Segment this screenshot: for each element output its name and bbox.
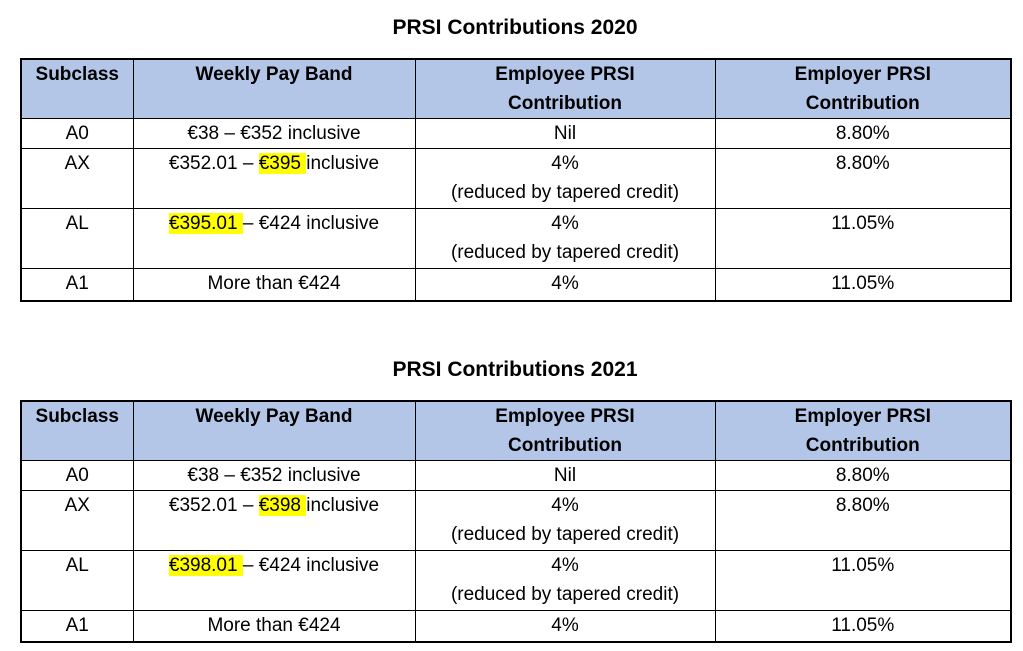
table-row: AX €352.01 – €395 inclusive 4% (reduced b… <box>20 148 1012 209</box>
highlight-text: €398.01 <box>168 554 243 576</box>
pay-band-text: inclusive <box>306 494 380 516</box>
column-header-weekly-pay-band: Weekly Pay Band <box>132 400 416 461</box>
pay-band-text: €38 – €352 inclusive <box>187 123 361 144</box>
highlight-text: €395.01 <box>168 213 243 234</box>
employee-line: (reduced by tapered credit) <box>450 182 680 203</box>
header-line: Subclass <box>35 405 119 427</box>
pay-band-text: – €424 inclusive <box>242 213 380 234</box>
employer-contribution-cell: 11.05% <box>714 609 1012 643</box>
column-header-employee-prsi: Employee PRSI Contribution <box>414 400 716 461</box>
table-title-2020: PRSI Contributions 2020 <box>392 16 638 39</box>
employee-line: 4% <box>551 153 579 174</box>
header-line: Contribution <box>508 93 622 114</box>
employee-line: 4% <box>551 614 579 636</box>
column-header-employer-prsi: Employer PRSI Contribution <box>714 58 1012 119</box>
employee-contribution-cell: 4% <box>414 268 716 301</box>
employer-contribution-cell: 8.80% <box>714 148 1012 209</box>
column-header-subclass: Subclass <box>20 58 134 119</box>
subclass-cell: AL <box>20 549 134 611</box>
pay-band-text: €352.01 – <box>168 153 259 174</box>
pay-band-text: – €424 inclusive <box>242 554 380 576</box>
employer-contribution-cell: 11.05% <box>714 208 1012 269</box>
employee-line: 4% <box>551 494 579 516</box>
employee-line: Nil <box>553 464 577 486</box>
column-header-employer-prsi: Employer PRSI Contribution <box>714 400 1012 461</box>
header-line: Contribution <box>508 434 622 456</box>
prsi-table-2020: Subclass Weekly Pay Band Employee PRSI Co… <box>20 58 1012 302</box>
employee-contribution-cell: 4% (reduced by tapered credit) <box>414 148 716 209</box>
header-row: Subclass Weekly Pay Band Employee PRSI Co… <box>20 58 1012 119</box>
header-line: Contribution <box>805 93 920 114</box>
table-row: AX €352.01 – €398 inclusive 4% (reduced b… <box>20 489 1012 551</box>
employee-line: (reduced by tapered credit) <box>450 242 680 263</box>
subclass-cell: A0 <box>20 459 134 491</box>
table-row: A1 More than €424 4% 11.05% <box>20 268 1012 301</box>
header-line: Contribution <box>805 434 920 456</box>
highlight-text: €395 <box>258 153 307 174</box>
table-row: AL €398.01 – €424 inclusive 4% (reduced b… <box>20 549 1012 611</box>
pay-band-text: More than €424 <box>207 614 341 636</box>
prsi-table-2021: Subclass Weekly Pay Band Employee PRSI Co… <box>20 399 1012 643</box>
employee-line: (reduced by tapered credit) <box>450 523 680 545</box>
column-header-subclass: Subclass <box>20 400 134 461</box>
table-row: AL €395.01 – €424 inclusive 4% (reduced b… <box>20 208 1012 269</box>
table-row: A0 €38 – €352 inclusive Nil 8.80% <box>20 459 1012 491</box>
employer-contribution-cell: 8.80% <box>714 118 1012 149</box>
pay-band-cell: €395.01 – €424 inclusive <box>132 208 416 269</box>
employee-line: 4% <box>551 554 579 576</box>
header-line: Employer PRSI <box>794 405 931 427</box>
pay-band-text: More than €424 <box>207 273 341 294</box>
pay-band-cell: More than €424 <box>132 609 416 643</box>
column-header-weekly-pay-band: Weekly Pay Band <box>132 58 416 119</box>
employee-line: 4% <box>551 273 579 294</box>
employee-contribution-cell: Nil <box>414 459 716 491</box>
subclass-cell: A1 <box>20 268 134 301</box>
table-title-2021: PRSI Contributions 2021 <box>392 357 638 381</box>
employee-contribution-cell: 4% <box>414 609 716 643</box>
employer-contribution-cell: 11.05% <box>714 268 1012 301</box>
header-row: Subclass Weekly Pay Band Employee PRSI Co… <box>20 400 1012 461</box>
subclass-cell: AX <box>20 148 134 209</box>
subclass-cell: AL <box>20 208 134 269</box>
subclass-cell: AX <box>20 489 134 551</box>
table-row: A0 €38 – €352 inclusive Nil 8.80% <box>20 118 1012 149</box>
employer-contribution-cell: 11.05% <box>714 549 1012 611</box>
pay-band-cell: €38 – €352 inclusive <box>132 459 416 491</box>
employee-contribution-cell: Nil <box>414 118 716 149</box>
header-line: Subclass <box>35 64 119 85</box>
pay-band-text: €38 – €352 inclusive <box>187 464 361 486</box>
pay-band-text: inclusive <box>306 153 380 174</box>
employee-contribution-cell: 4% (reduced by tapered credit) <box>414 208 716 269</box>
pay-band-cell: €38 – €352 inclusive <box>132 118 416 149</box>
employee-contribution-cell: 4% (reduced by tapered credit) <box>414 549 716 611</box>
header-line: Employee PRSI <box>495 64 635 85</box>
employee-line: Nil <box>553 123 577 144</box>
table-row: A1 More than €424 4% 11.05% <box>20 609 1012 643</box>
header-line: Employee PRSI <box>495 405 635 427</box>
subclass-cell: A1 <box>20 609 134 643</box>
pay-band-cell: €352.01 – €398 inclusive <box>132 489 416 551</box>
pay-band-cell: €352.01 – €395 inclusive <box>132 148 416 209</box>
column-header-employee-prsi: Employee PRSI Contribution <box>414 58 716 119</box>
header-line: Weekly Pay Band <box>195 64 353 85</box>
pay-band-text: €352.01 – <box>168 494 259 516</box>
pay-band-cell: €398.01 – €424 inclusive <box>132 549 416 611</box>
subclass-cell: A0 <box>20 118 134 149</box>
pay-band-cell: More than €424 <box>132 268 416 301</box>
employer-contribution-cell: 8.80% <box>714 459 1012 491</box>
employee-line: (reduced by tapered credit) <box>450 583 680 605</box>
header-line: Weekly Pay Band <box>195 405 353 427</box>
highlight-text: €398 <box>258 494 307 516</box>
employer-contribution-cell: 8.80% <box>714 489 1012 551</box>
employee-line: 4% <box>551 213 579 234</box>
header-line: Employer PRSI <box>794 64 931 85</box>
employee-contribution-cell: 4% (reduced by tapered credit) <box>414 489 716 551</box>
